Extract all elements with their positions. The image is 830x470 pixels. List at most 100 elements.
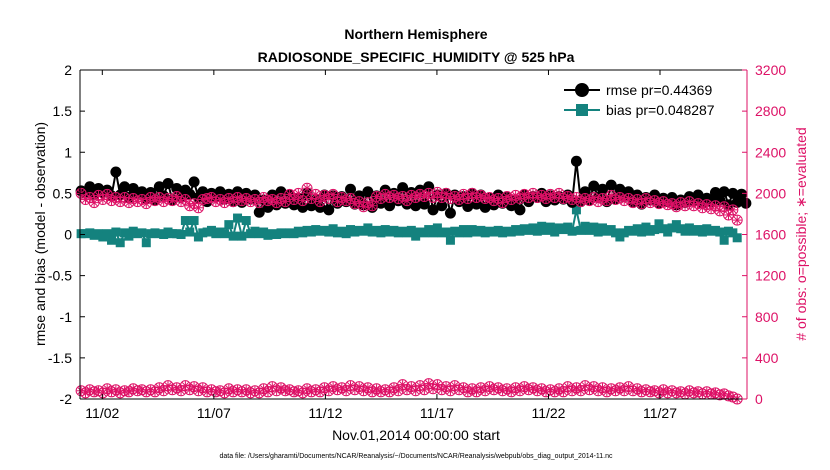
evaluated-point-circle bbox=[623, 381, 635, 393]
evaluated-point-circle bbox=[449, 380, 461, 392]
evaluated-point-circle bbox=[362, 382, 374, 394]
evaluated-point-star bbox=[433, 381, 441, 389]
evaluated-point-circle bbox=[297, 387, 309, 399]
possible-point-star bbox=[403, 197, 411, 205]
possible-point-circle bbox=[423, 187, 435, 199]
x-tick-label: 11/22 bbox=[531, 405, 565, 421]
possible-point-star bbox=[590, 193, 598, 202]
rmse-point bbox=[727, 187, 739, 199]
evaluated-point bbox=[314, 386, 326, 398]
x-tick-label: 11/02 bbox=[85, 405, 119, 421]
possible-point-star bbox=[555, 189, 563, 197]
rmse-point bbox=[588, 180, 600, 192]
possible-point-star bbox=[685, 198, 693, 206]
possible-point-circle bbox=[549, 191, 561, 203]
possible-point-star bbox=[112, 193, 120, 202]
possible-point-circle bbox=[540, 193, 552, 205]
possible-point bbox=[188, 198, 200, 210]
possible-point-star bbox=[625, 194, 633, 203]
possible-point-circle bbox=[505, 194, 517, 206]
possible-point bbox=[505, 194, 517, 206]
rmse-point bbox=[110, 166, 122, 178]
evaluated-point-circle bbox=[218, 387, 230, 399]
bias-point bbox=[107, 235, 117, 245]
possible-point-star bbox=[468, 189, 476, 197]
possible-point-circle bbox=[640, 193, 652, 205]
evaluated-point-circle bbox=[179, 380, 191, 392]
possible-point bbox=[623, 193, 635, 205]
possible-point-star bbox=[442, 189, 450, 197]
possible-point-star bbox=[455, 196, 463, 204]
possible-point-circle bbox=[683, 196, 695, 208]
evaluated-point-star bbox=[590, 383, 598, 391]
evaluated-point-star bbox=[160, 387, 168, 395]
possible-point-circle bbox=[297, 195, 309, 207]
possible-point-circle bbox=[701, 199, 713, 211]
possible-point-star bbox=[572, 193, 580, 202]
evaluated-point bbox=[688, 387, 700, 399]
possible-point-circle bbox=[514, 193, 526, 205]
evaluated-point-circle bbox=[323, 385, 335, 397]
x-axis-label: Nov.01,2014 00:00:00 start bbox=[332, 427, 500, 443]
bias-point bbox=[567, 226, 577, 236]
bias-point bbox=[228, 231, 238, 241]
possible-point-star bbox=[399, 192, 407, 200]
y-axis-label-left: rmse and bias (model - observation) bbox=[32, 122, 48, 346]
possible-point-star bbox=[733, 216, 741, 224]
possible-point-star bbox=[103, 190, 111, 198]
possible-point-circle bbox=[114, 196, 126, 208]
possible-point-star bbox=[694, 200, 702, 208]
evaluated-point bbox=[440, 381, 452, 393]
left-tick-label: 0.5 bbox=[53, 185, 73, 201]
possible-point-star bbox=[368, 202, 376, 210]
rmse-point bbox=[384, 200, 396, 212]
possible-point-star bbox=[433, 188, 441, 196]
possible-point bbox=[570, 191, 582, 203]
evaluated-point-circle bbox=[514, 385, 526, 397]
bias-point bbox=[137, 228, 147, 238]
possible-point-star bbox=[425, 189, 433, 197]
possible-point-star bbox=[173, 192, 181, 200]
evaluated-point-circle bbox=[149, 386, 161, 398]
rmse-point bbox=[444, 207, 456, 219]
possible-point-star bbox=[286, 190, 294, 198]
bias-point bbox=[141, 238, 151, 248]
evaluated-point bbox=[323, 385, 335, 397]
rmse-point bbox=[714, 194, 726, 206]
rmse-point bbox=[570, 155, 582, 167]
evaluated-point-circle bbox=[471, 386, 483, 398]
bias-point bbox=[111, 227, 121, 237]
evaluated-point-circle bbox=[314, 386, 326, 398]
possible-point-circle bbox=[301, 182, 313, 194]
evaluated-point bbox=[514, 385, 526, 397]
possible-point-circle bbox=[436, 191, 448, 203]
evaluated-point-star bbox=[581, 382, 589, 390]
possible-point-star bbox=[729, 206, 737, 214]
evaluated-point-star bbox=[364, 384, 372, 392]
possible-point-star bbox=[529, 189, 537, 197]
evaluated-point-star bbox=[598, 384, 607, 392]
rmse-point bbox=[253, 206, 265, 218]
bias-point bbox=[406, 225, 416, 235]
possible-point bbox=[153, 191, 165, 203]
left-tick-label: 1 bbox=[64, 144, 72, 160]
possible-point bbox=[331, 196, 343, 208]
evaluated-point bbox=[149, 386, 161, 398]
evaluated-point-star bbox=[268, 383, 276, 391]
possible-point-circle bbox=[92, 189, 104, 201]
possible-point-circle bbox=[492, 193, 504, 205]
possible-point-star bbox=[99, 196, 107, 204]
possible-point-star bbox=[459, 190, 468, 198]
possible-point-star bbox=[255, 199, 263, 207]
possible-point bbox=[692, 198, 704, 210]
bias-point bbox=[176, 230, 186, 239]
possible-point-star bbox=[194, 204, 202, 212]
possible-point-circle bbox=[397, 190, 409, 202]
evaluated-point-circle bbox=[266, 381, 278, 393]
legend-bias-label: bias pr=0.048287 bbox=[606, 102, 715, 118]
evaluated-point-circle bbox=[162, 380, 174, 392]
possible-point-circle bbox=[271, 197, 283, 209]
evaluated-point-star bbox=[707, 390, 715, 398]
bias-point bbox=[241, 216, 251, 226]
rmse-point bbox=[188, 176, 200, 188]
